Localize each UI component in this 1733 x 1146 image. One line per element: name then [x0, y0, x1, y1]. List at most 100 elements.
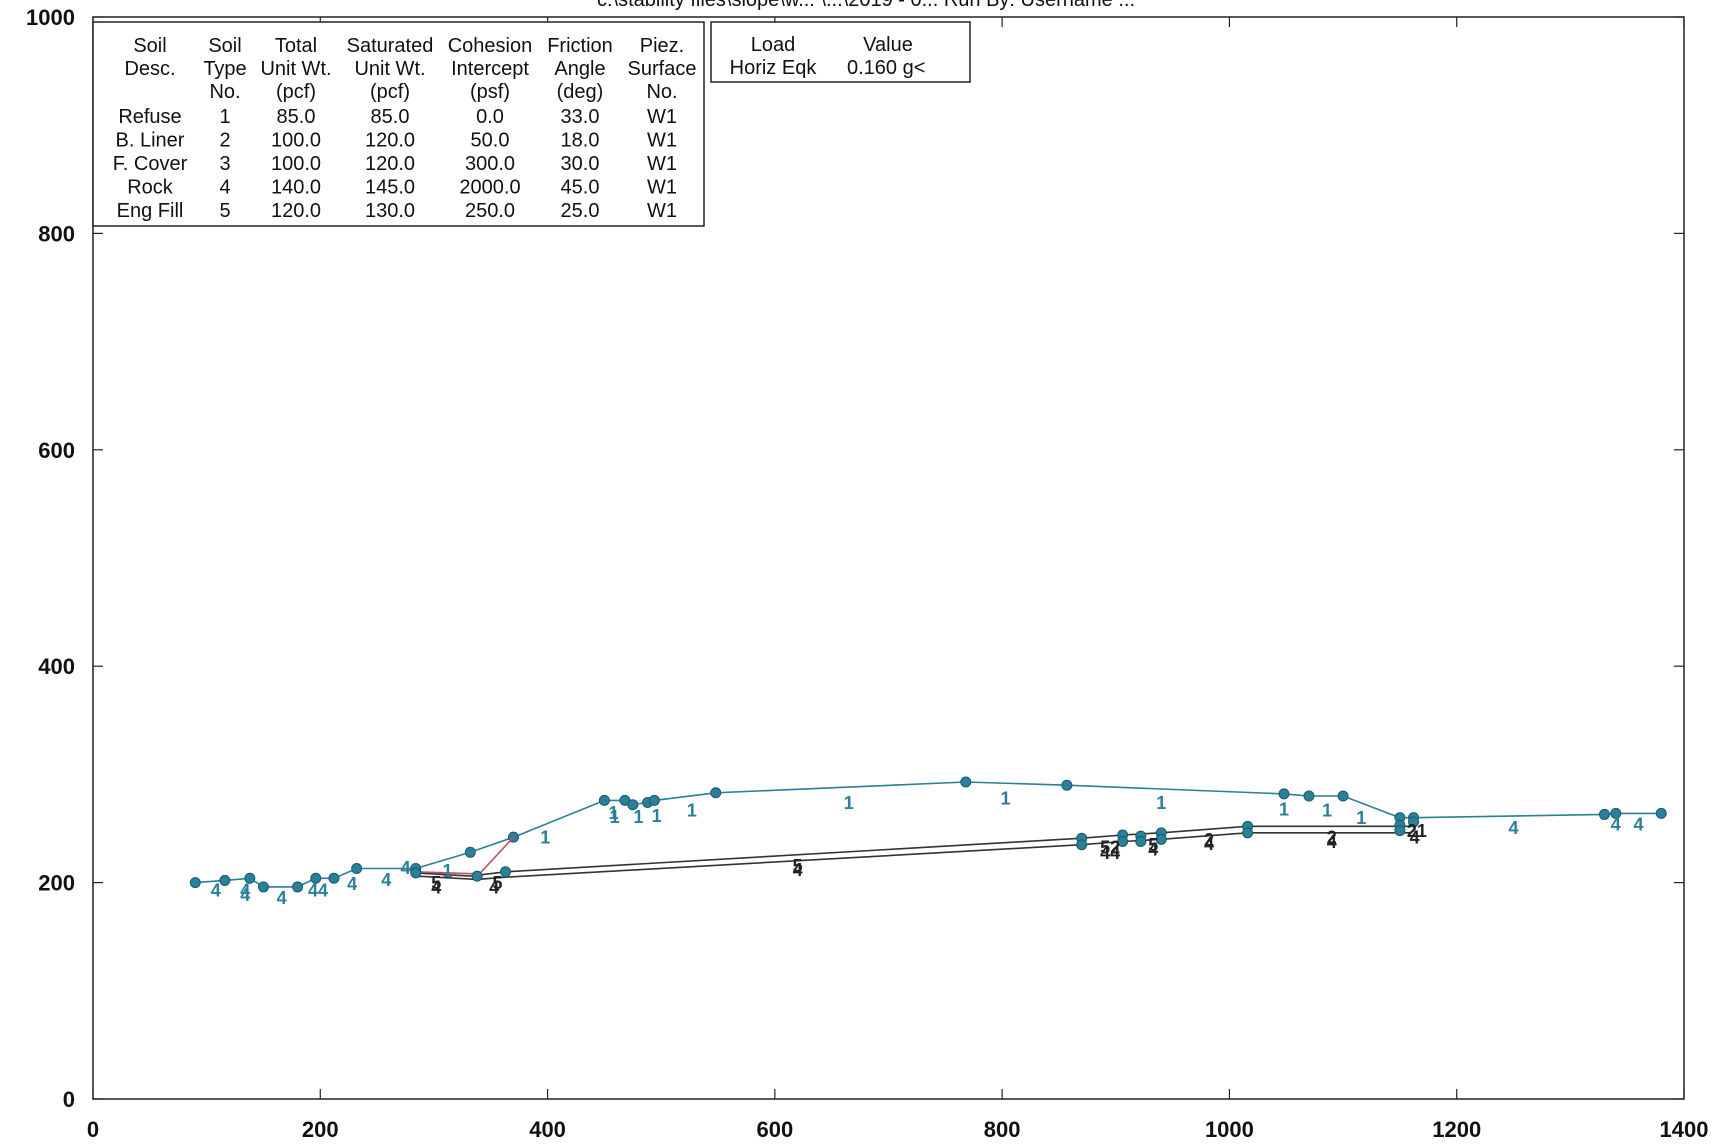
soil-region-label: 1 — [844, 793, 854, 813]
ground-surface-point — [1278, 788, 1290, 800]
value-header: Value — [863, 34, 913, 56]
soil-boundary-label: 4 — [431, 877, 441, 897]
soil-boundary-label: 2 — [1327, 828, 1337, 848]
ground-surface-point — [244, 872, 256, 884]
soil-table-header-cell: No. — [646, 81, 677, 103]
soil-table-border — [92, 21, 705, 227]
soil-boundary-label: 52 — [1100, 837, 1120, 857]
boundary-point — [1117, 835, 1129, 847]
soil-table-cell: 130.0 — [365, 200, 415, 222]
soil-table-header-cell: Unit Wt. — [260, 58, 331, 80]
y-tick-label: 200 — [38, 871, 75, 896]
y-tick-label: 600 — [38, 438, 75, 463]
soil-table-cell: Refuse — [118, 106, 181, 128]
ground-surface-point — [1061, 779, 1073, 791]
soil-table-header-cell: Soil — [208, 35, 241, 57]
load-type: Horiz Eqk — [730, 57, 818, 79]
ground-surface-point — [1655, 807, 1667, 819]
soil-table-cell: 100.0 — [271, 153, 321, 175]
soil-table-cell: 120.0 — [365, 153, 415, 175]
soil-region-label: 4 — [401, 858, 411, 878]
soil-table-cell: B. Liner — [116, 130, 185, 152]
soil-boundary-label: 2 — [1204, 830, 1214, 850]
x-tick-label: 200 — [302, 1117, 339, 1142]
soil-table-cell: 300.0 — [465, 153, 515, 175]
boundary-point — [500, 866, 512, 878]
soil-table-cell: 18.0 — [561, 130, 600, 152]
x-tick-label: 1200 — [1432, 1117, 1481, 1142]
soil-table-header-cell: Type — [203, 58, 246, 80]
soil-table-header-cell: Piez. — [640, 35, 684, 57]
load-table: Load Value Horiz Eqk 0.160 g< — [710, 21, 971, 83]
soil-table-cell: Rock — [127, 177, 174, 199]
x-tick-label: 1400 — [1660, 1117, 1709, 1142]
load-header: Load — [751, 34, 796, 56]
soil-table-cell: W1 — [647, 153, 677, 175]
ground-surface-point — [351, 863, 363, 875]
ground-surface-point — [648, 794, 660, 806]
soil-region-label: 4 — [1509, 818, 1519, 838]
ground-surface-point — [1337, 790, 1349, 802]
soil-table-cell: 5 — [219, 200, 230, 222]
series-layer — [189, 776, 1667, 893]
soil-table-cell: 120.0 — [271, 200, 321, 222]
soil-table-header-cell: (psf) — [470, 81, 510, 103]
y-tick-label: 0 — [63, 1087, 75, 1112]
soil-table-header-cell: No. — [209, 81, 240, 103]
x-tick-label: 400 — [529, 1117, 566, 1142]
soil-table-cell: F. Cover — [113, 153, 188, 175]
soil-region-label: 4 — [381, 870, 391, 890]
y-tick-label: 400 — [38, 654, 75, 679]
soil-table-header-cell: (deg) — [557, 81, 604, 103]
soil-boundary-label: 4 — [1410, 828, 1420, 848]
soil-boundary-label: 5 — [1148, 835, 1158, 855]
ground-surface-point — [257, 881, 269, 893]
soil-region-label: 4 — [240, 885, 250, 905]
soil-table-header-cell: Intercept — [451, 58, 529, 80]
ground-surface-point — [310, 872, 322, 884]
soil-boundary-label: 5 — [793, 856, 803, 876]
boundary-point — [1155, 833, 1167, 845]
soil-region-label: 1 — [443, 861, 453, 881]
soil-region-label: 1 — [1356, 808, 1366, 828]
ground-surface-point — [189, 877, 201, 889]
boundary-point — [1242, 827, 1254, 839]
plot-frame — [92, 16, 1685, 1100]
soil-table-cell: 100.0 — [271, 130, 321, 152]
soil-table-cell: 2000.0 — [459, 177, 520, 199]
ground-surface-point — [1303, 790, 1315, 802]
soil-table-cell: 85.0 — [277, 106, 316, 128]
soil-region-label: 1 — [608, 803, 618, 823]
soil-region-label: 4 — [277, 888, 287, 908]
plot-header-text: c:\stability files\slope\w... \...\2019 … — [597, 0, 1135, 11]
y-tick-label: 800 — [38, 221, 75, 246]
soil-boundary-label: 4 — [1327, 832, 1337, 852]
soil-table-cell: 85.0 — [371, 106, 410, 128]
load-table-border — [710, 21, 971, 83]
soil-boundary-label: 5 — [431, 873, 441, 893]
soil-table-header-cell: Saturated — [347, 35, 434, 57]
ground-surface-point — [464, 846, 476, 858]
soil-table-cell: 3 — [219, 153, 230, 175]
soil-region-label: 1 — [610, 807, 620, 827]
ground-surface-point — [710, 787, 722, 799]
soil-table-cell: 45.0 — [561, 177, 600, 199]
soil-table-cell: W1 — [647, 177, 677, 199]
soil-table-cell: W1 — [647, 200, 677, 222]
soil-boundary-label: 4 — [489, 877, 499, 897]
boundary-1-line — [415, 825, 1412, 877]
x-tick-label: 600 — [756, 1117, 793, 1142]
soil-boundary-label: 5 — [493, 873, 503, 893]
ground-surface-point — [1610, 807, 1622, 819]
soil-table-cell: 140.0 — [271, 177, 321, 199]
soil-table-cell: Eng Fill — [117, 200, 184, 222]
soil-table-cell: 1 — [219, 106, 230, 128]
load-value: 0.160 g< — [847, 57, 925, 79]
soil-table-cell: 30.0 — [561, 153, 600, 175]
soil-region-label: 1 — [652, 806, 662, 826]
soil-region-label: 1 — [633, 807, 643, 827]
soil-region-label: 1 — [687, 801, 697, 821]
